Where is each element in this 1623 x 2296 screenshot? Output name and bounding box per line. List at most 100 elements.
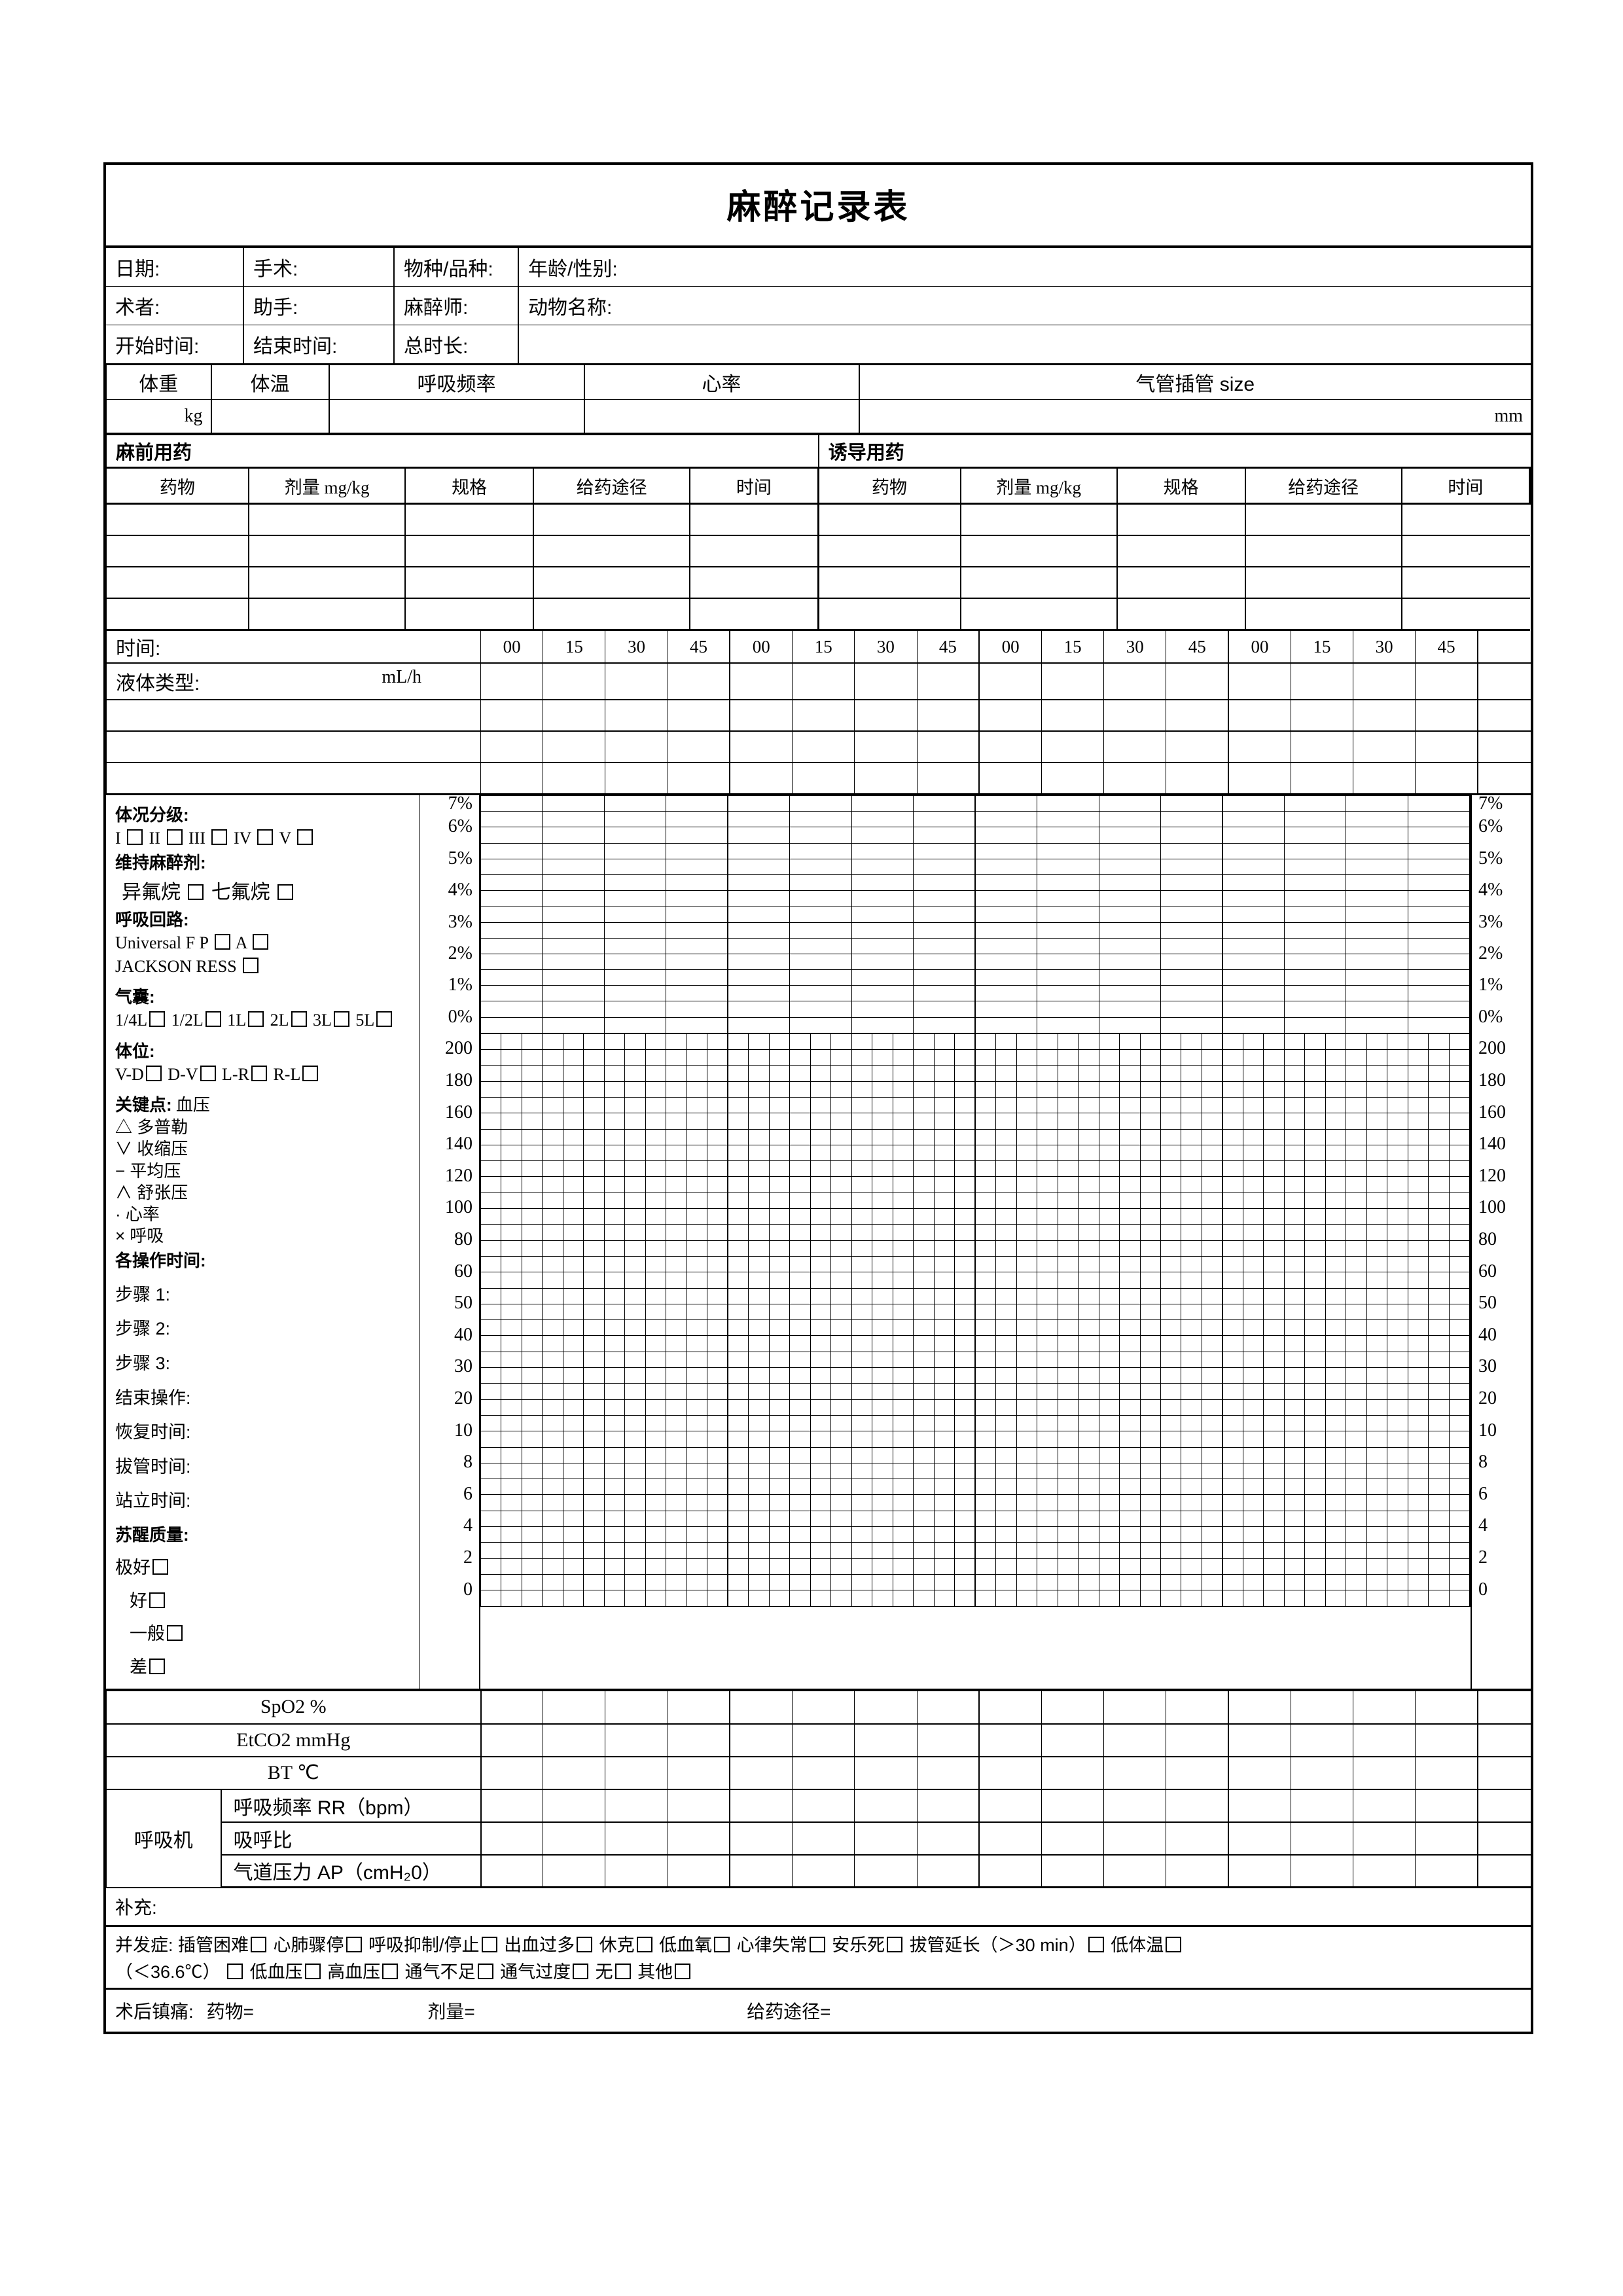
chart-cell[interactable] — [480, 1049, 502, 1066]
chart-cell[interactable] — [1448, 1479, 1471, 1496]
chart-cell[interactable] — [1325, 1224, 1347, 1241]
chart-cell[interactable] — [974, 1558, 997, 1575]
ventilator-cell-1-8[interactable] — [978, 1821, 1042, 1856]
measurement-cell-0-12[interactable] — [1228, 1691, 1291, 1725]
chart-cell[interactable] — [562, 1558, 584, 1575]
chart-cell[interactable] — [1037, 1446, 1058, 1463]
chart-cell[interactable] — [1119, 1414, 1141, 1432]
chart-cell[interactable] — [851, 1462, 873, 1480]
chart-cell[interactable] — [521, 1096, 543, 1114]
chart-cell[interactable] — [1098, 1590, 1120, 1607]
chart-cell[interactable] — [1448, 1144, 1471, 1162]
chart-cell[interactable] — [974, 795, 1038, 812]
chart-cell[interactable] — [707, 1287, 729, 1304]
chart-cell[interactable] — [933, 1192, 955, 1210]
chart-cell[interactable] — [851, 1558, 873, 1575]
chart-cell[interactable] — [954, 1096, 976, 1114]
chart-cell[interactable] — [1346, 1542, 1367, 1559]
chart-cell[interactable] — [1366, 1367, 1388, 1384]
chart-cell[interactable] — [1098, 1016, 1161, 1033]
chart-cell[interactable] — [789, 1176, 811, 1193]
chart-cell[interactable] — [666, 937, 729, 954]
chart-cell[interactable] — [624, 1192, 646, 1210]
chart-cell[interactable] — [542, 1096, 563, 1114]
chart-cell[interactable] — [1222, 985, 1285, 1002]
chart-cell[interactable] — [583, 1128, 605, 1145]
chart-cell[interactable] — [872, 1240, 893, 1257]
measurement-cell-2-4[interactable] — [729, 1756, 793, 1790]
chart-cell[interactable] — [872, 1319, 893, 1336]
chart-cell[interactable] — [1016, 1144, 1038, 1162]
chart-cell[interactable] — [1346, 953, 1408, 971]
chart-cell[interactable] — [768, 1144, 791, 1162]
chart-cell[interactable] — [1325, 1526, 1347, 1543]
chart-cell[interactable] — [1057, 1494, 1079, 1511]
chart-cell[interactable] — [1407, 1351, 1429, 1369]
chart-cell[interactable] — [995, 1573, 1017, 1591]
chart-cell[interactable] — [748, 1573, 770, 1591]
chart-cell[interactable] — [727, 1303, 749, 1321]
chart-cell[interactable] — [1263, 1351, 1285, 1369]
chart-cell[interactable] — [501, 1494, 522, 1511]
chart-cell[interactable] — [1283, 1001, 1347, 1018]
chart-cell[interactable] — [686, 1383, 708, 1400]
chart-cell[interactable] — [1037, 1510, 1058, 1528]
chart-cell[interactable] — [933, 1558, 955, 1575]
chart-cell[interactable] — [666, 1049, 687, 1066]
chart-cell[interactable] — [624, 1303, 646, 1321]
chart-cell[interactable] — [789, 937, 852, 954]
chart-cell[interactable] — [830, 1096, 852, 1114]
chart-cell[interactable] — [1387, 1319, 1408, 1336]
chart-cell[interactable] — [686, 1240, 708, 1257]
chart-cell[interactable] — [645, 1319, 667, 1336]
chart-cell[interactable] — [1304, 1383, 1326, 1400]
chart-cell[interactable] — [1098, 937, 1161, 954]
fluid-cell-12[interactable] — [1228, 662, 1291, 700]
chart-cell[interactable] — [1160, 1414, 1182, 1432]
chart-cell[interactable] — [830, 1367, 852, 1384]
chart-cell[interactable] — [954, 1399, 976, 1416]
chart-cell[interactable] — [830, 1240, 852, 1257]
ventilator-cell-2-5[interactable] — [792, 1854, 855, 1889]
fluid-extra-cell-0-5[interactable] — [792, 699, 855, 732]
chart-cell[interactable] — [1201, 1049, 1223, 1066]
chart-cell[interactable] — [1407, 1208, 1429, 1225]
chart-cell[interactable] — [1160, 1016, 1223, 1033]
chart-cell[interactable] — [624, 1081, 646, 1098]
chart-cell[interactable] — [1119, 1558, 1141, 1575]
chart-cell[interactable] — [1037, 1240, 1058, 1257]
chart-cell[interactable] — [954, 1176, 976, 1193]
chart-cell[interactable] — [1098, 1446, 1120, 1463]
chart-cell[interactable] — [480, 858, 543, 875]
chart-cell[interactable] — [913, 1016, 976, 1033]
ventilator-trailing-1[interactable] — [1477, 1821, 1531, 1856]
fluid-cell-3[interactable] — [667, 662, 731, 700]
chart-cell[interactable] — [954, 1351, 976, 1369]
chart-cell[interactable] — [1160, 1367, 1182, 1384]
chart-cell[interactable] — [521, 1590, 543, 1607]
chart-cell[interactable] — [480, 1128, 502, 1145]
operation-time-6[interactable]: 站立时间: — [115, 1491, 191, 1511]
chart-cell[interactable] — [603, 922, 667, 939]
fluid-cell-4[interactable] — [729, 662, 793, 700]
chart-cell[interactable] — [1037, 1367, 1058, 1384]
chart-cell[interactable] — [1242, 1446, 1264, 1463]
ventilator-cell-2-1[interactable] — [543, 1854, 606, 1889]
chart-cell[interactable] — [1407, 1542, 1429, 1559]
chart-cell[interactable] — [768, 1113, 791, 1130]
chart-cell[interactable] — [1057, 1383, 1079, 1400]
chart-cell[interactable] — [501, 1128, 522, 1145]
chart-cell[interactable] — [1160, 1033, 1182, 1050]
chart-cell[interactable] — [768, 1303, 791, 1321]
chart-cell[interactable] — [501, 1462, 522, 1480]
chart-cell[interactable] — [1181, 1590, 1202, 1607]
chart-cell[interactable] — [1098, 1383, 1120, 1400]
chart-cell[interactable] — [789, 1431, 811, 1448]
chart-cell[interactable] — [645, 1431, 667, 1448]
chart-cell[interactable] — [1242, 1590, 1264, 1607]
chart-cell[interactable] — [1222, 1001, 1285, 1018]
chart-cell[interactable] — [1304, 1176, 1326, 1193]
chart-cell[interactable] — [1098, 1113, 1120, 1130]
chart-cell[interactable] — [666, 1462, 687, 1480]
chart-cell[interactable] — [872, 1255, 893, 1273]
